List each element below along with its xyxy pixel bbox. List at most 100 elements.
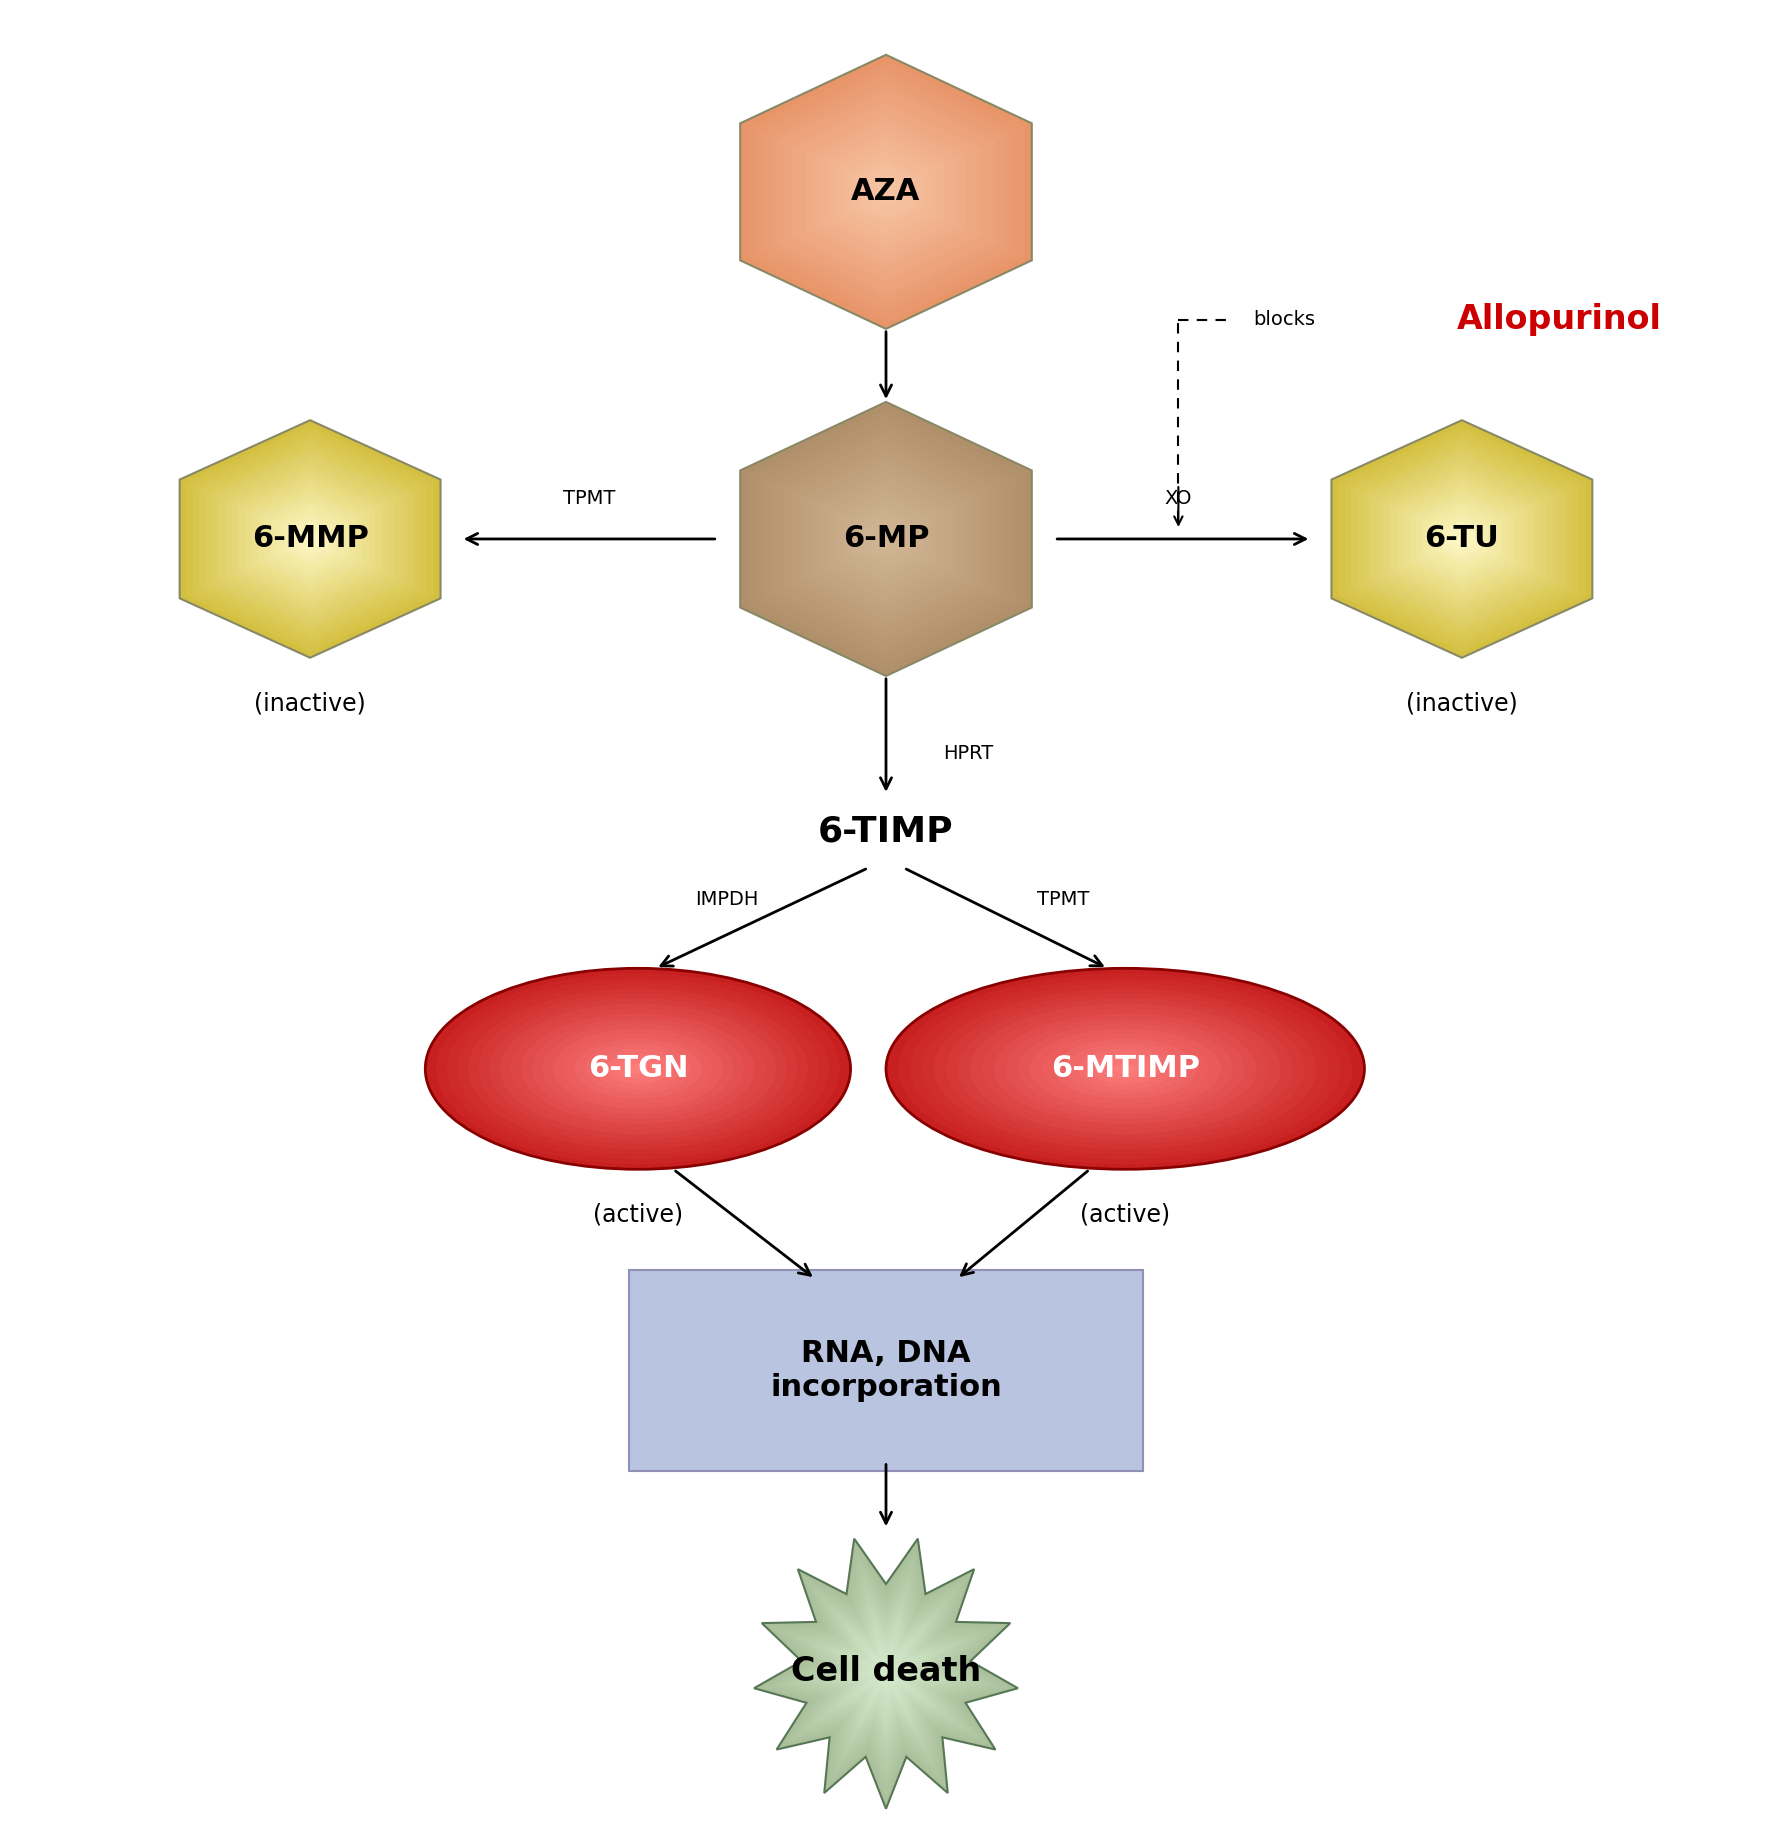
Polygon shape — [858, 512, 914, 566]
Polygon shape — [748, 409, 1024, 669]
Polygon shape — [291, 521, 330, 557]
Polygon shape — [259, 491, 361, 586]
Ellipse shape — [1090, 1054, 1161, 1083]
Polygon shape — [820, 130, 952, 254]
Polygon shape — [245, 481, 376, 599]
Ellipse shape — [500, 1003, 776, 1135]
Polygon shape — [1345, 433, 1579, 647]
Polygon shape — [797, 1582, 975, 1763]
Text: 6-TU: 6-TU — [1425, 524, 1499, 554]
Polygon shape — [303, 533, 317, 544]
Ellipse shape — [468, 988, 808, 1149]
Polygon shape — [849, 157, 923, 227]
Ellipse shape — [1065, 1043, 1185, 1094]
Polygon shape — [872, 179, 900, 205]
Polygon shape — [741, 402, 1031, 676]
Polygon shape — [1430, 510, 1494, 568]
Ellipse shape — [982, 1009, 1269, 1129]
Ellipse shape — [911, 979, 1340, 1160]
Ellipse shape — [934, 988, 1317, 1149]
Polygon shape — [813, 471, 959, 607]
Polygon shape — [813, 124, 959, 259]
Polygon shape — [780, 1566, 992, 1781]
Text: (active): (active) — [594, 1202, 682, 1228]
Polygon shape — [877, 1663, 895, 1681]
Polygon shape — [799, 110, 973, 274]
Polygon shape — [193, 433, 427, 647]
Polygon shape — [783, 95, 989, 287]
Ellipse shape — [563, 1034, 712, 1104]
Ellipse shape — [521, 1014, 755, 1124]
Polygon shape — [1435, 515, 1488, 563]
Text: (active): (active) — [1081, 1202, 1170, 1228]
Ellipse shape — [627, 1063, 649, 1074]
Ellipse shape — [617, 1060, 659, 1078]
Polygon shape — [755, 1538, 1017, 1809]
Polygon shape — [1350, 438, 1574, 639]
Polygon shape — [741, 55, 1031, 329]
Polygon shape — [824, 1610, 948, 1736]
Polygon shape — [1416, 497, 1508, 581]
Polygon shape — [755, 417, 1017, 663]
Polygon shape — [789, 1575, 983, 1772]
Text: (inactive): (inactive) — [1405, 691, 1519, 716]
Polygon shape — [792, 102, 980, 281]
Text: 6-MTIMP: 6-MTIMP — [1051, 1054, 1200, 1083]
Polygon shape — [820, 477, 952, 601]
Ellipse shape — [478, 994, 797, 1144]
Polygon shape — [833, 1619, 939, 1727]
Ellipse shape — [946, 994, 1304, 1144]
Ellipse shape — [1077, 1049, 1173, 1089]
Polygon shape — [225, 462, 395, 616]
Polygon shape — [828, 137, 944, 247]
Text: XO: XO — [1164, 490, 1193, 508]
Polygon shape — [278, 510, 342, 568]
Ellipse shape — [425, 968, 851, 1169]
Ellipse shape — [969, 1003, 1281, 1135]
Ellipse shape — [898, 974, 1352, 1164]
Polygon shape — [769, 429, 1003, 649]
Ellipse shape — [1030, 1029, 1221, 1109]
Polygon shape — [1403, 486, 1520, 592]
Text: blocks: blocks — [1255, 311, 1315, 329]
Ellipse shape — [532, 1019, 744, 1118]
Ellipse shape — [489, 998, 787, 1140]
Polygon shape — [232, 468, 388, 610]
Ellipse shape — [585, 1043, 691, 1094]
Polygon shape — [284, 515, 337, 563]
Polygon shape — [1396, 481, 1527, 599]
Ellipse shape — [921, 983, 1329, 1155]
Text: 6-MP: 6-MP — [843, 524, 929, 554]
Polygon shape — [865, 172, 907, 212]
Polygon shape — [835, 144, 937, 239]
Ellipse shape — [595, 1049, 680, 1089]
Polygon shape — [769, 82, 1003, 301]
Polygon shape — [748, 62, 1024, 322]
Text: Cell death: Cell death — [790, 1655, 982, 1688]
Ellipse shape — [1042, 1034, 1209, 1104]
Polygon shape — [1455, 533, 1469, 544]
Ellipse shape — [574, 1038, 702, 1100]
Polygon shape — [792, 449, 980, 628]
Text: 6-TGN: 6-TGN — [588, 1054, 688, 1083]
Polygon shape — [1370, 457, 1554, 621]
Polygon shape — [186, 426, 434, 652]
Polygon shape — [298, 528, 323, 552]
Polygon shape — [198, 438, 422, 639]
Polygon shape — [879, 185, 893, 199]
Polygon shape — [1391, 473, 1533, 605]
Polygon shape — [799, 457, 973, 621]
Polygon shape — [842, 497, 930, 581]
Text: TPMT: TPMT — [563, 490, 615, 508]
Text: (inactive): (inactive) — [253, 691, 367, 716]
Polygon shape — [842, 150, 930, 232]
Text: AZA: AZA — [851, 177, 921, 206]
Ellipse shape — [553, 1029, 723, 1109]
Text: TPMT: TPMT — [1037, 890, 1090, 910]
Ellipse shape — [447, 979, 829, 1160]
Polygon shape — [1338, 426, 1586, 652]
Ellipse shape — [1100, 1060, 1148, 1078]
Polygon shape — [1384, 468, 1540, 610]
Polygon shape — [868, 1653, 904, 1690]
Polygon shape — [776, 90, 996, 294]
